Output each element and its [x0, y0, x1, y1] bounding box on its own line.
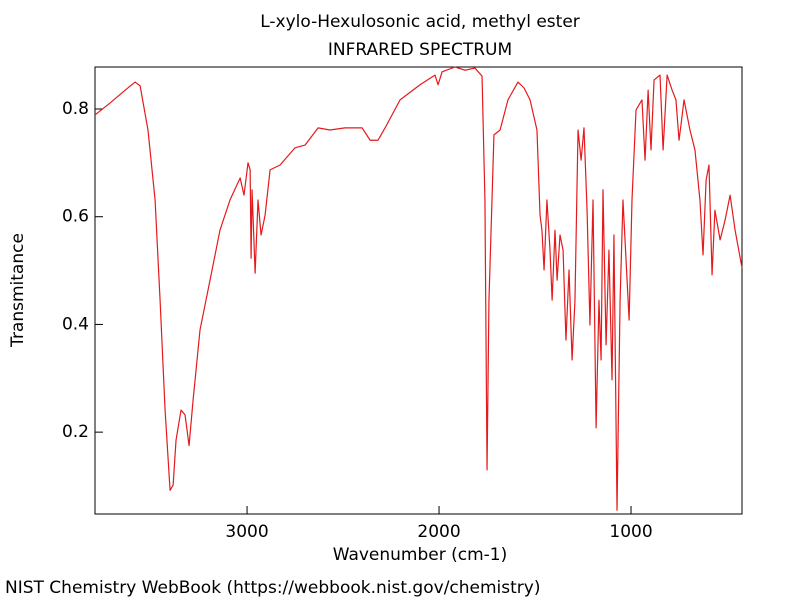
footer: NIST Chemistry WebBook (https://webbook.… [5, 578, 540, 598]
x-axis-label: Wavenumber (cm-1) [333, 545, 508, 565]
x-tick-label: 2000 [417, 522, 460, 542]
y-axis-label: Transmitance [8, 233, 28, 348]
x-tick-label: 1000 [609, 522, 652, 542]
y-tick-label: 0.8 [62, 99, 89, 119]
chart-subtitle: INFRARED SPECTRUM [328, 40, 512, 60]
y-tick-label: 0.6 [62, 207, 89, 227]
plot-frame [94, 66, 743, 515]
x-tick-label: 3000 [225, 522, 268, 542]
y-tick-label: 0.4 [62, 314, 89, 334]
chart-title: L-xylo-Hexulosonic acid, methyl ester [260, 12, 580, 32]
y-tick-label: 0.2 [62, 422, 89, 442]
spectrum-line [94, 66, 743, 511]
